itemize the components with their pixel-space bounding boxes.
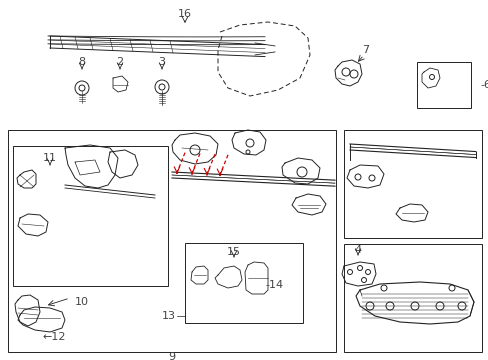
- Text: 8: 8: [78, 57, 85, 67]
- Text: 11: 11: [43, 153, 57, 163]
- Text: -6: -6: [479, 80, 488, 90]
- Text: 13: 13: [162, 311, 176, 321]
- Text: 15: 15: [226, 247, 241, 257]
- Bar: [343, 244, 481, 352]
- Text: 10: 10: [75, 297, 89, 307]
- Bar: [13, 146, 168, 286]
- Text: -1: -1: [487, 293, 488, 303]
- Text: ←12: ←12: [42, 332, 65, 342]
- Bar: [343, 130, 481, 238]
- Text: 3: 3: [158, 57, 165, 67]
- Text: 2: 2: [116, 57, 123, 67]
- Text: 7: 7: [362, 45, 369, 55]
- Text: 16: 16: [178, 9, 192, 19]
- Bar: [416, 62, 470, 108]
- Bar: [8, 130, 335, 352]
- Text: 4: 4: [354, 245, 361, 255]
- Text: -5: -5: [487, 179, 488, 189]
- Text: 9: 9: [168, 352, 175, 360]
- Text: -14: -14: [265, 280, 284, 290]
- Bar: [184, 243, 303, 323]
